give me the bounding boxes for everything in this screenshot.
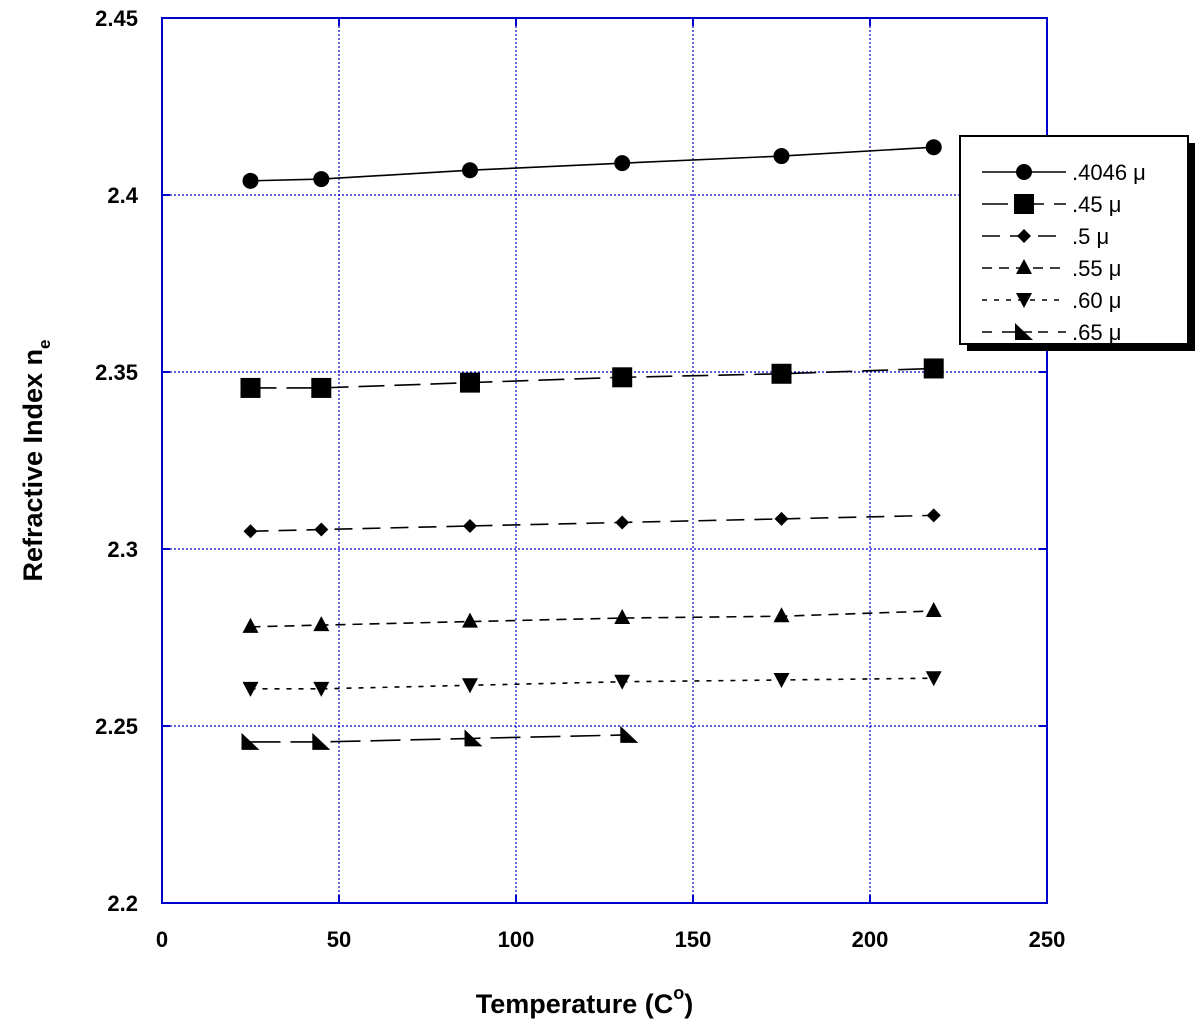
grid <box>162 18 1047 903</box>
series-3-point <box>314 522 329 537</box>
y-axis-title: Refractive Index ne <box>18 339 54 581</box>
series-line-1 <box>250 146 934 182</box>
series-line-5 <box>250 677 934 690</box>
series-6-point <box>241 732 260 750</box>
x-tick-label: 0 <box>156 927 168 952</box>
series-5-point <box>614 674 631 690</box>
legend-box <box>959 135 1189 345</box>
y-tick-label: 2.45 <box>95 6 138 31</box>
legend-label: .60 μ <box>1072 288 1121 313</box>
x-tick-label: 100 <box>498 927 535 952</box>
series-3-point <box>774 511 789 526</box>
series-1-point <box>614 155 631 172</box>
series-3-point <box>243 524 258 539</box>
series-1-point <box>242 172 259 189</box>
series-3-point <box>462 518 477 533</box>
series-3-point <box>926 508 941 523</box>
x-axis-title: Temperature (Co) <box>476 983 694 1019</box>
series-2-point <box>311 377 332 398</box>
series-4-point <box>773 607 790 623</box>
series-1-point <box>461 162 478 179</box>
series-line-2 <box>250 367 934 389</box>
legend-marker <box>1015 323 1033 340</box>
series-2-point <box>771 363 792 384</box>
axis-ticks: 0 50 100 150 200 250 2.2 2.25 2.3 2.35 2.4 2.45 <box>95 6 1065 952</box>
series-line-6 <box>250 734 630 743</box>
series-6-point <box>312 732 331 750</box>
series-2-point <box>240 377 261 398</box>
series-5-point <box>925 671 942 687</box>
series-2-point <box>459 372 480 393</box>
series-markers <box>240 139 944 750</box>
legend-label: .55 μ <box>1072 256 1121 281</box>
legend: .4046 μ .45 μ .5 μ .55 μ .60 μ .65 μ <box>959 135 1195 351</box>
series-4-point <box>461 612 478 628</box>
series-lines <box>250 146 934 743</box>
series-1-point <box>313 171 330 188</box>
y-tick-label: 2.2 <box>107 891 138 916</box>
series-6-point <box>620 725 639 743</box>
series-4-point <box>313 616 330 632</box>
legend-marker <box>1016 164 1032 180</box>
series-6-point <box>464 729 483 747</box>
x-tick-label: 200 <box>852 927 889 952</box>
series-3-point <box>615 515 630 530</box>
y-tick-label: 2.35 <box>95 360 138 385</box>
series-4-point <box>614 609 631 625</box>
series-1-point <box>925 139 942 156</box>
y-tick-label: 2.25 <box>95 714 138 739</box>
x-tick-label: 150 <box>675 927 712 952</box>
legend-marker <box>1017 229 1031 243</box>
x-tick-label: 50 <box>327 927 351 952</box>
legend-label: .65 μ <box>1072 320 1121 345</box>
series-1-point <box>773 148 790 165</box>
legend-label: .5 μ <box>1072 224 1109 249</box>
plot-frame <box>161 17 1048 904</box>
legend-marker <box>1014 194 1034 214</box>
series-2-point <box>612 367 633 388</box>
series-line-4 <box>250 610 934 628</box>
series-5-point <box>773 672 790 688</box>
legend-label: .4046 μ <box>1072 160 1146 185</box>
series-4-point <box>925 601 942 617</box>
y-tick-label: 2.4 <box>107 183 138 208</box>
series-5-point <box>313 681 330 697</box>
series-4-point <box>242 617 259 633</box>
x-tick-label: 250 <box>1029 927 1066 952</box>
y-tick-label: 2.3 <box>107 537 138 562</box>
series-2-point <box>923 358 944 379</box>
legend-label: .45 μ <box>1072 192 1121 217</box>
legend-marker <box>1016 293 1032 308</box>
series-line-3 <box>250 514 934 533</box>
legend-marker <box>1016 259 1032 274</box>
series-5-point <box>461 678 478 694</box>
series-5-point <box>242 681 259 697</box>
